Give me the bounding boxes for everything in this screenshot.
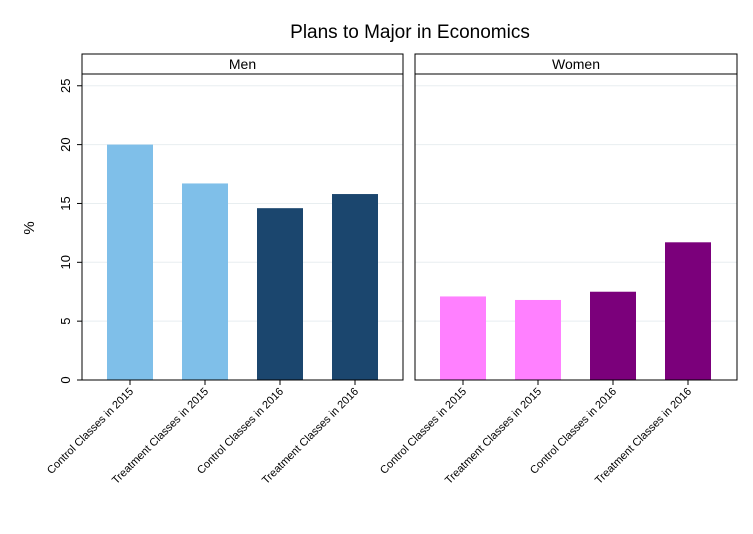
x-tick-label: Control Classes in 2016 xyxy=(195,386,286,477)
panel-frame xyxy=(81,73,404,381)
chart-title: Plans to Major in Economics xyxy=(290,22,530,43)
bar-women-3 xyxy=(590,291,636,380)
y-tick-label: 0 xyxy=(58,376,73,383)
y-axis-label: % xyxy=(21,221,38,234)
y-tick-label: 10 xyxy=(58,255,73,269)
panel-frame xyxy=(414,73,738,381)
x-tick-label: Control Classes in 2015 xyxy=(45,386,136,477)
x-tick-label: Control Classes in 2015 xyxy=(378,386,469,477)
bar-women-4 xyxy=(665,242,711,380)
y-tick-label: 25 xyxy=(58,79,73,93)
panel-header-label: Men xyxy=(229,56,256,72)
y-tick-label: 20 xyxy=(58,137,73,151)
y-tick-label: 5 xyxy=(58,318,73,325)
bar-women-2 xyxy=(515,299,561,380)
bar-men-4 xyxy=(332,194,378,380)
bar-men-2 xyxy=(182,183,228,380)
bar-men-3 xyxy=(257,208,303,380)
bar-men-1 xyxy=(107,144,153,380)
panel-header-label: Women xyxy=(552,56,600,72)
y-tick-label: 15 xyxy=(58,196,73,210)
bar-women-1 xyxy=(440,296,486,380)
x-tick-label: Control Classes in 2016 xyxy=(528,386,619,477)
